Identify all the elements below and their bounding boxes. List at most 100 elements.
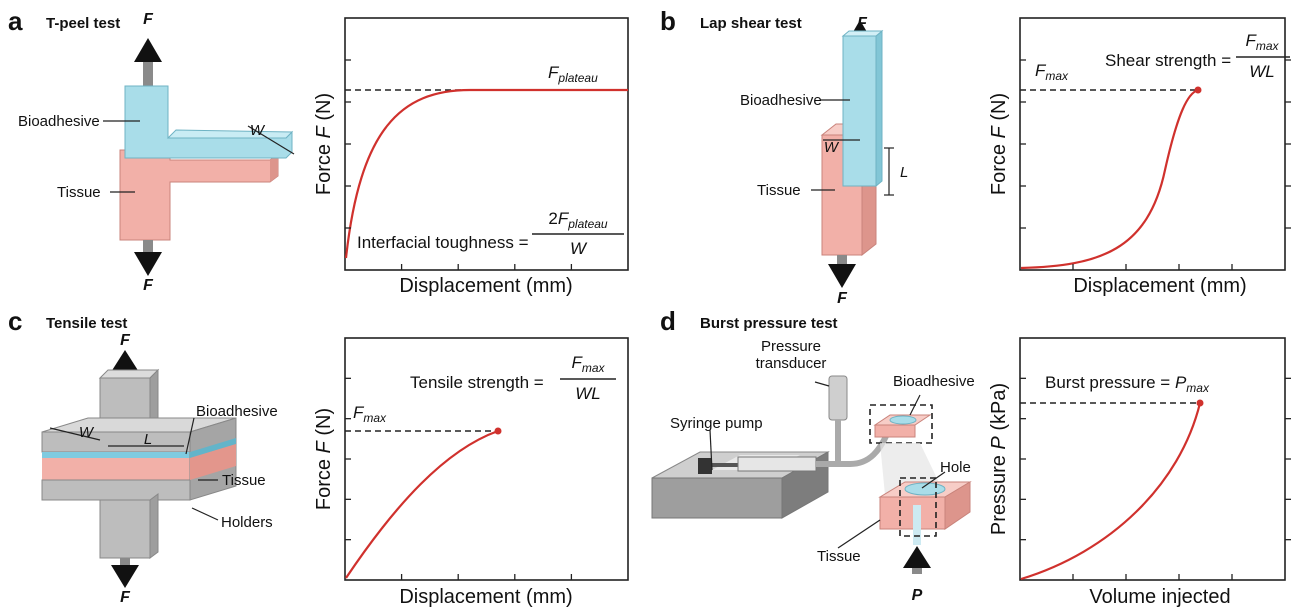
bioadhesive-label: Bioadhesive: [893, 373, 975, 390]
figure: a T-peel test F F W Bioadhesive Tissue F…: [0, 0, 1300, 610]
bioadhesive-shape: [125, 86, 292, 158]
bioadhesive-top: [168, 130, 292, 138]
length-label: L: [144, 431, 152, 448]
panel-letter: d: [660, 306, 676, 336]
leader-line: [838, 520, 880, 548]
tissue-label: Tissue: [757, 182, 801, 199]
transducer: [829, 376, 847, 420]
width-label: W: [824, 139, 840, 156]
force-label: F: [857, 15, 868, 32]
force-label: F: [143, 11, 154, 28]
eq-sub: max: [1186, 381, 1210, 395]
bioadhesive-label: Bioadhesive: [18, 113, 100, 130]
x-axis-label: Volume injected: [1089, 586, 1230, 608]
label-unit: (kPa): [988, 383, 1010, 431]
pressure-label: P: [912, 587, 923, 604]
pump-label: Syringe pump: [670, 415, 763, 432]
leader-line: [815, 382, 829, 386]
panel-title: Tensile test: [46, 315, 127, 332]
arrow-shaft: [143, 58, 153, 88]
arrow-head: [134, 38, 162, 62]
panel-c: c Tensile test F F: [8, 306, 628, 608]
equation-denominator: W: [570, 239, 588, 258]
end-point: [1195, 87, 1202, 94]
label-unit: (N): [313, 93, 335, 121]
level-label: Fmax: [1035, 61, 1069, 83]
arrow-head: [828, 264, 856, 288]
bioadhesive-label: Bioadhesive: [740, 92, 822, 109]
panel-b: b Lap shear test F F W L Bioadhesive Tis…: [660, 6, 1290, 307]
label-unit: (N): [988, 93, 1010, 121]
holders-label: Holders: [221, 514, 273, 531]
tensile-diagram: F F W L Bioadhesive Tissue Holders: [42, 332, 278, 606]
panel-letter: b: [660, 6, 676, 36]
label-var: F: [313, 439, 335, 453]
width-label: W: [250, 122, 266, 139]
curve: [346, 431, 498, 578]
bioadhesive-layer: [42, 452, 190, 458]
eq-sub: plateau: [567, 217, 608, 231]
syringe: [738, 457, 816, 471]
x-axis-label: Displacement (mm): [1073, 275, 1246, 297]
label-var: F: [313, 124, 335, 138]
end-point: [1197, 400, 1204, 407]
equation-lhs: Tensile strength =: [410, 373, 544, 392]
leader-line: [192, 508, 218, 520]
level-sub: max: [363, 411, 387, 425]
sample-front: [875, 425, 915, 437]
panel-title: Burst pressure test: [700, 315, 838, 332]
equation-numerator: Fmax: [571, 353, 605, 375]
holder-top: [100, 370, 158, 378]
slab-front: [42, 480, 190, 500]
level-label: Fmax: [353, 403, 387, 425]
tissue-label: Tissue: [222, 472, 266, 489]
curve: [1021, 403, 1200, 579]
label-text: Force: [313, 459, 335, 510]
label-var: F: [988, 124, 1010, 138]
equation-lhs: Shear strength =: [1105, 51, 1231, 70]
y-axis-label: Force F (N): [988, 93, 1010, 195]
force-label: F: [837, 290, 848, 307]
end-point: [495, 428, 502, 435]
y-axis-label: Force F (N): [313, 408, 335, 510]
plunger: [712, 463, 738, 467]
bioadhesive-disc: [905, 483, 945, 495]
arrow-head: [903, 546, 931, 568]
x-axis-label: Displacement (mm): [399, 275, 572, 297]
tissue-layer: [42, 458, 190, 480]
arrow-head: [134, 252, 162, 276]
force-label: F: [143, 277, 154, 294]
equation-numerator: Fmax: [1245, 31, 1279, 53]
force-label: F: [120, 589, 131, 606]
equation-lhs: Interfacial toughness =: [357, 233, 529, 252]
panel-title: Lap shear test: [700, 15, 802, 32]
equation: Burst pressure = Pmax: [1045, 373, 1210, 395]
bioadhesive-disc: [890, 416, 916, 424]
bioadhesive-side: [876, 31, 882, 186]
y-axis-label: Force F (N): [313, 93, 335, 195]
panel-letter: c: [8, 306, 22, 336]
label-text: Force: [988, 144, 1010, 195]
tissue-label: Tissue: [817, 548, 861, 565]
label-unit: (N): [313, 408, 335, 436]
holder-side: [150, 494, 158, 558]
label-text: Force: [313, 144, 335, 195]
equation-denominator: WL: [1249, 62, 1275, 81]
equation-denominator: WL: [575, 384, 601, 403]
transducer-label: transducer: [756, 355, 827, 372]
tissue-label: Tissue: [57, 184, 101, 201]
panel-d: d Burst pressure test: [652, 306, 1285, 608]
holder-front: [100, 500, 150, 558]
lap-shear-diagram: F F W L Bioadhesive Tissue: [740, 15, 908, 307]
eq-sub: max: [582, 361, 606, 375]
panel-title: T-peel test: [46, 15, 120, 32]
level-sub: plateau: [557, 71, 598, 85]
curve: [1021, 90, 1198, 268]
pump-clamp: [698, 458, 712, 474]
t-peel-diagram: F F W Bioadhesive Tissue: [18, 11, 294, 294]
bioadhesive-label: Bioadhesive: [196, 403, 278, 420]
label-text: Pressure: [988, 455, 1010, 535]
level-label: Fplateau: [548, 63, 598, 85]
bioadhesive-front: [843, 36, 876, 186]
eq-lhs: Burst pressure =: [1045, 373, 1170, 392]
